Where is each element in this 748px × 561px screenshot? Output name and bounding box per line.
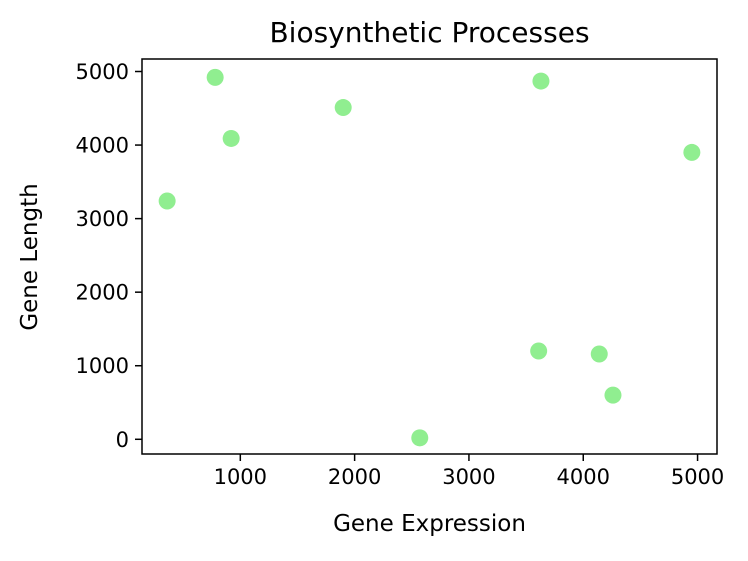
scatter-point bbox=[590, 345, 608, 363]
scatter-point bbox=[532, 72, 550, 90]
x-axis: 1000 2000 3000 4000 5000 bbox=[214, 454, 724, 489]
x-tick-label: 4000 bbox=[557, 465, 610, 489]
y-tick-label: 3000 bbox=[76, 207, 129, 231]
scatter-point bbox=[334, 99, 352, 117]
scatter-point bbox=[604, 386, 622, 404]
x-tick-label: 1000 bbox=[214, 465, 267, 489]
scatter-point bbox=[411, 429, 429, 447]
x-axis-label: Gene Expression bbox=[333, 511, 526, 537]
x-tick-label: 5000 bbox=[671, 465, 724, 489]
y-tick-label: 0 bbox=[116, 428, 129, 452]
plot-frame bbox=[141, 58, 718, 455]
scatter-point bbox=[683, 143, 701, 161]
scatter-point bbox=[158, 192, 176, 210]
x-tick-label: 3000 bbox=[442, 465, 495, 489]
y-tick-label: 4000 bbox=[76, 134, 129, 158]
x-tick-label: 2000 bbox=[328, 465, 381, 489]
y-axis-label: Gene Length bbox=[17, 183, 43, 330]
y-axis: 0 1000 2000 3000 4000 5000 bbox=[76, 60, 142, 452]
scatter-point bbox=[206, 68, 224, 86]
y-tick-label: 2000 bbox=[76, 281, 129, 305]
chart-title: Biosynthetic Processes bbox=[269, 16, 589, 49]
data-points bbox=[158, 68, 701, 447]
y-tick-label: 1000 bbox=[76, 354, 129, 378]
scatter-point bbox=[222, 129, 240, 147]
scatter-point bbox=[530, 342, 548, 360]
y-tick-label: 5000 bbox=[76, 60, 129, 84]
